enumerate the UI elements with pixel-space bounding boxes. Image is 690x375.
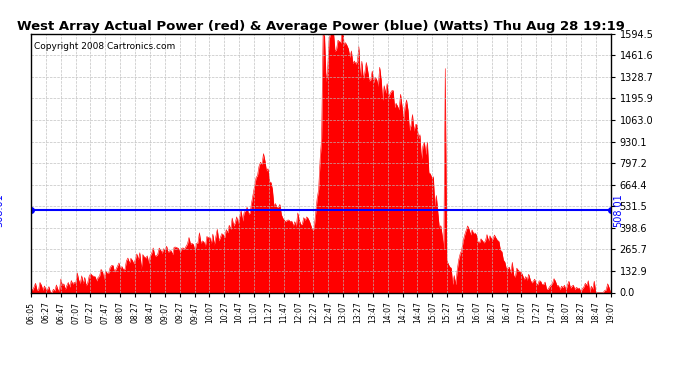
Text: 508.01: 508.01 bbox=[613, 193, 624, 227]
Text: Copyright 2008 Cartronics.com: Copyright 2008 Cartronics.com bbox=[34, 42, 175, 51]
Text: 508.01: 508.01 bbox=[0, 193, 4, 227]
Title: West Array Actual Power (red) & Average Power (blue) (Watts) Thu Aug 28 19:19: West Array Actual Power (red) & Average … bbox=[17, 20, 624, 33]
